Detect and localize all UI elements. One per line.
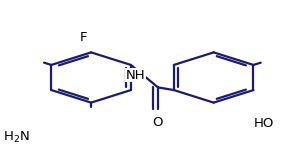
- Text: HO: HO: [254, 117, 274, 130]
- Text: O: O: [153, 116, 163, 129]
- Text: H$_2$N: H$_2$N: [3, 130, 30, 145]
- Text: F: F: [80, 31, 87, 44]
- Text: NH: NH: [125, 69, 145, 82]
